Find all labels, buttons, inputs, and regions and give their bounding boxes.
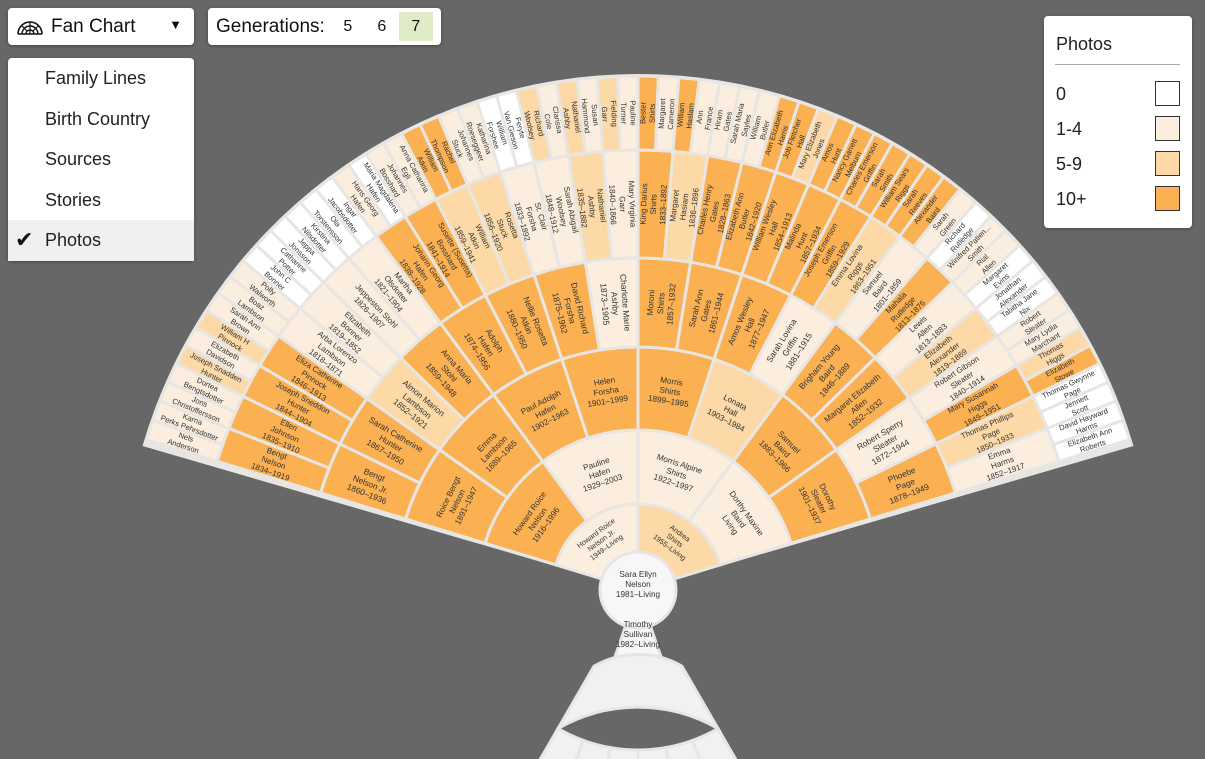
descendant-area bbox=[538, 624, 738, 759]
root-person-label: Sara Ellyn Nelson 1981–Living bbox=[616, 570, 661, 599]
menu-item-photos[interactable]: ✔ Photos bbox=[8, 220, 194, 261]
ancestor-label: AnnFrance bbox=[694, 105, 715, 131]
grandchild-cell[interactable] bbox=[538, 726, 586, 759]
legend-label: 1-4 bbox=[1056, 119, 1083, 139]
chart-type-dropdown[interactable]: Fan Chart ▼ bbox=[8, 8, 194, 45]
child-cell[interactable] bbox=[553, 652, 723, 733]
ancestor-label: SusanHammond bbox=[580, 97, 602, 134]
ancestor-label: Mary VirginiaGarr1840–1866 bbox=[607, 180, 637, 228]
ancestor-label: King DariusShirts1833–1892 bbox=[639, 183, 669, 225]
legend-label: 0 bbox=[1056, 84, 1067, 104]
menu-item-label: Sources bbox=[45, 149, 112, 169]
menu-item-stories[interactable]: Stories bbox=[8, 180, 194, 221]
generation-option-6[interactable]: 6 bbox=[377, 18, 387, 35]
generation-5-ring bbox=[215, 148, 1061, 495]
generations-label: Generations: bbox=[216, 15, 325, 37]
grandchild-cell[interactable] bbox=[570, 738, 612, 759]
spouse-label: Timothy Sullivan 1982–Living bbox=[616, 620, 661, 649]
legend-item: 0 bbox=[1056, 81, 1180, 109]
ancestor-label: WilliamHaslam bbox=[675, 102, 696, 129]
grandchild-cell[interactable] bbox=[604, 745, 640, 759]
ancestor-label: ClarissaCole bbox=[541, 106, 564, 137]
generation-option-7[interactable]: 7 bbox=[398, 12, 433, 41]
checkmark-icon: ✔ bbox=[15, 227, 34, 252]
generation-option-5[interactable]: 5 bbox=[343, 18, 353, 35]
ancestor-label: Charlotte MarieAshby1873–1905 bbox=[598, 274, 633, 334]
menu-item-birth-country[interactable]: Birth Country bbox=[8, 99, 194, 140]
ancestor-label: PaulineHafen1929–2003 bbox=[576, 453, 624, 494]
legend-label: 10+ bbox=[1056, 189, 1087, 209]
grandchild-cell[interactable] bbox=[636, 745, 672, 759]
menu-item-label: Photos bbox=[45, 230, 102, 250]
photos-legend: Photos 0 1-4 5-9 10+ bbox=[1044, 16, 1192, 228]
generation-6-ring bbox=[144, 74, 1132, 464]
menu-item-sources[interactable]: Sources bbox=[8, 139, 194, 180]
legend-swatch bbox=[1155, 116, 1180, 141]
grandchild-cell[interactable] bbox=[664, 738, 706, 759]
menu-item-family-lines[interactable]: Family Lines bbox=[8, 58, 194, 99]
legend-item: 1-4 bbox=[1056, 116, 1180, 144]
ancestor-label: BengtNelson Jr.1860–1936 bbox=[346, 462, 397, 506]
ancestor-label: MoroniShirts1857–1932 bbox=[644, 281, 678, 326]
legend-swatch bbox=[1155, 186, 1180, 211]
legend-divider bbox=[1055, 64, 1180, 65]
legend-item: 5-9 bbox=[1056, 151, 1180, 179]
ancestor-label: MargaretCameron bbox=[657, 97, 677, 130]
legend-title: Photos bbox=[1056, 34, 1113, 54]
menu-item-label: Family Lines bbox=[45, 68, 147, 88]
ancestor-label: PaulineTurner bbox=[619, 100, 638, 126]
chevron-down-icon: ▼ bbox=[169, 17, 182, 32]
fan-chart-icon bbox=[17, 20, 43, 35]
ancestor-label: FieldingGarr bbox=[599, 100, 619, 128]
chart-type-label: Fan Chart bbox=[51, 15, 136, 37]
legend-item: 10+ bbox=[1056, 186, 1180, 214]
ancestor-cell[interactable] bbox=[1051, 418, 1132, 464]
ancestor-label: NathanielAshby bbox=[560, 100, 583, 135]
ancestor-label: HiramGates bbox=[712, 109, 734, 132]
ancestor-label: BesterShirts bbox=[638, 101, 657, 124]
generations-selector: Generations: 5 6 7 bbox=[208, 8, 441, 45]
legend-swatch bbox=[1155, 151, 1180, 176]
generation-4-ring bbox=[318, 256, 958, 521]
menu-item-label: Birth Country bbox=[45, 108, 151, 129]
menu-item-label: Stories bbox=[45, 189, 102, 210]
legend-swatch bbox=[1155, 81, 1180, 106]
grandchild-cell[interactable] bbox=[690, 726, 738, 759]
legend-label: 5-9 bbox=[1056, 154, 1083, 174]
view-mode-menu: Family Lines Birth Country Sources Stori… bbox=[8, 58, 194, 261]
